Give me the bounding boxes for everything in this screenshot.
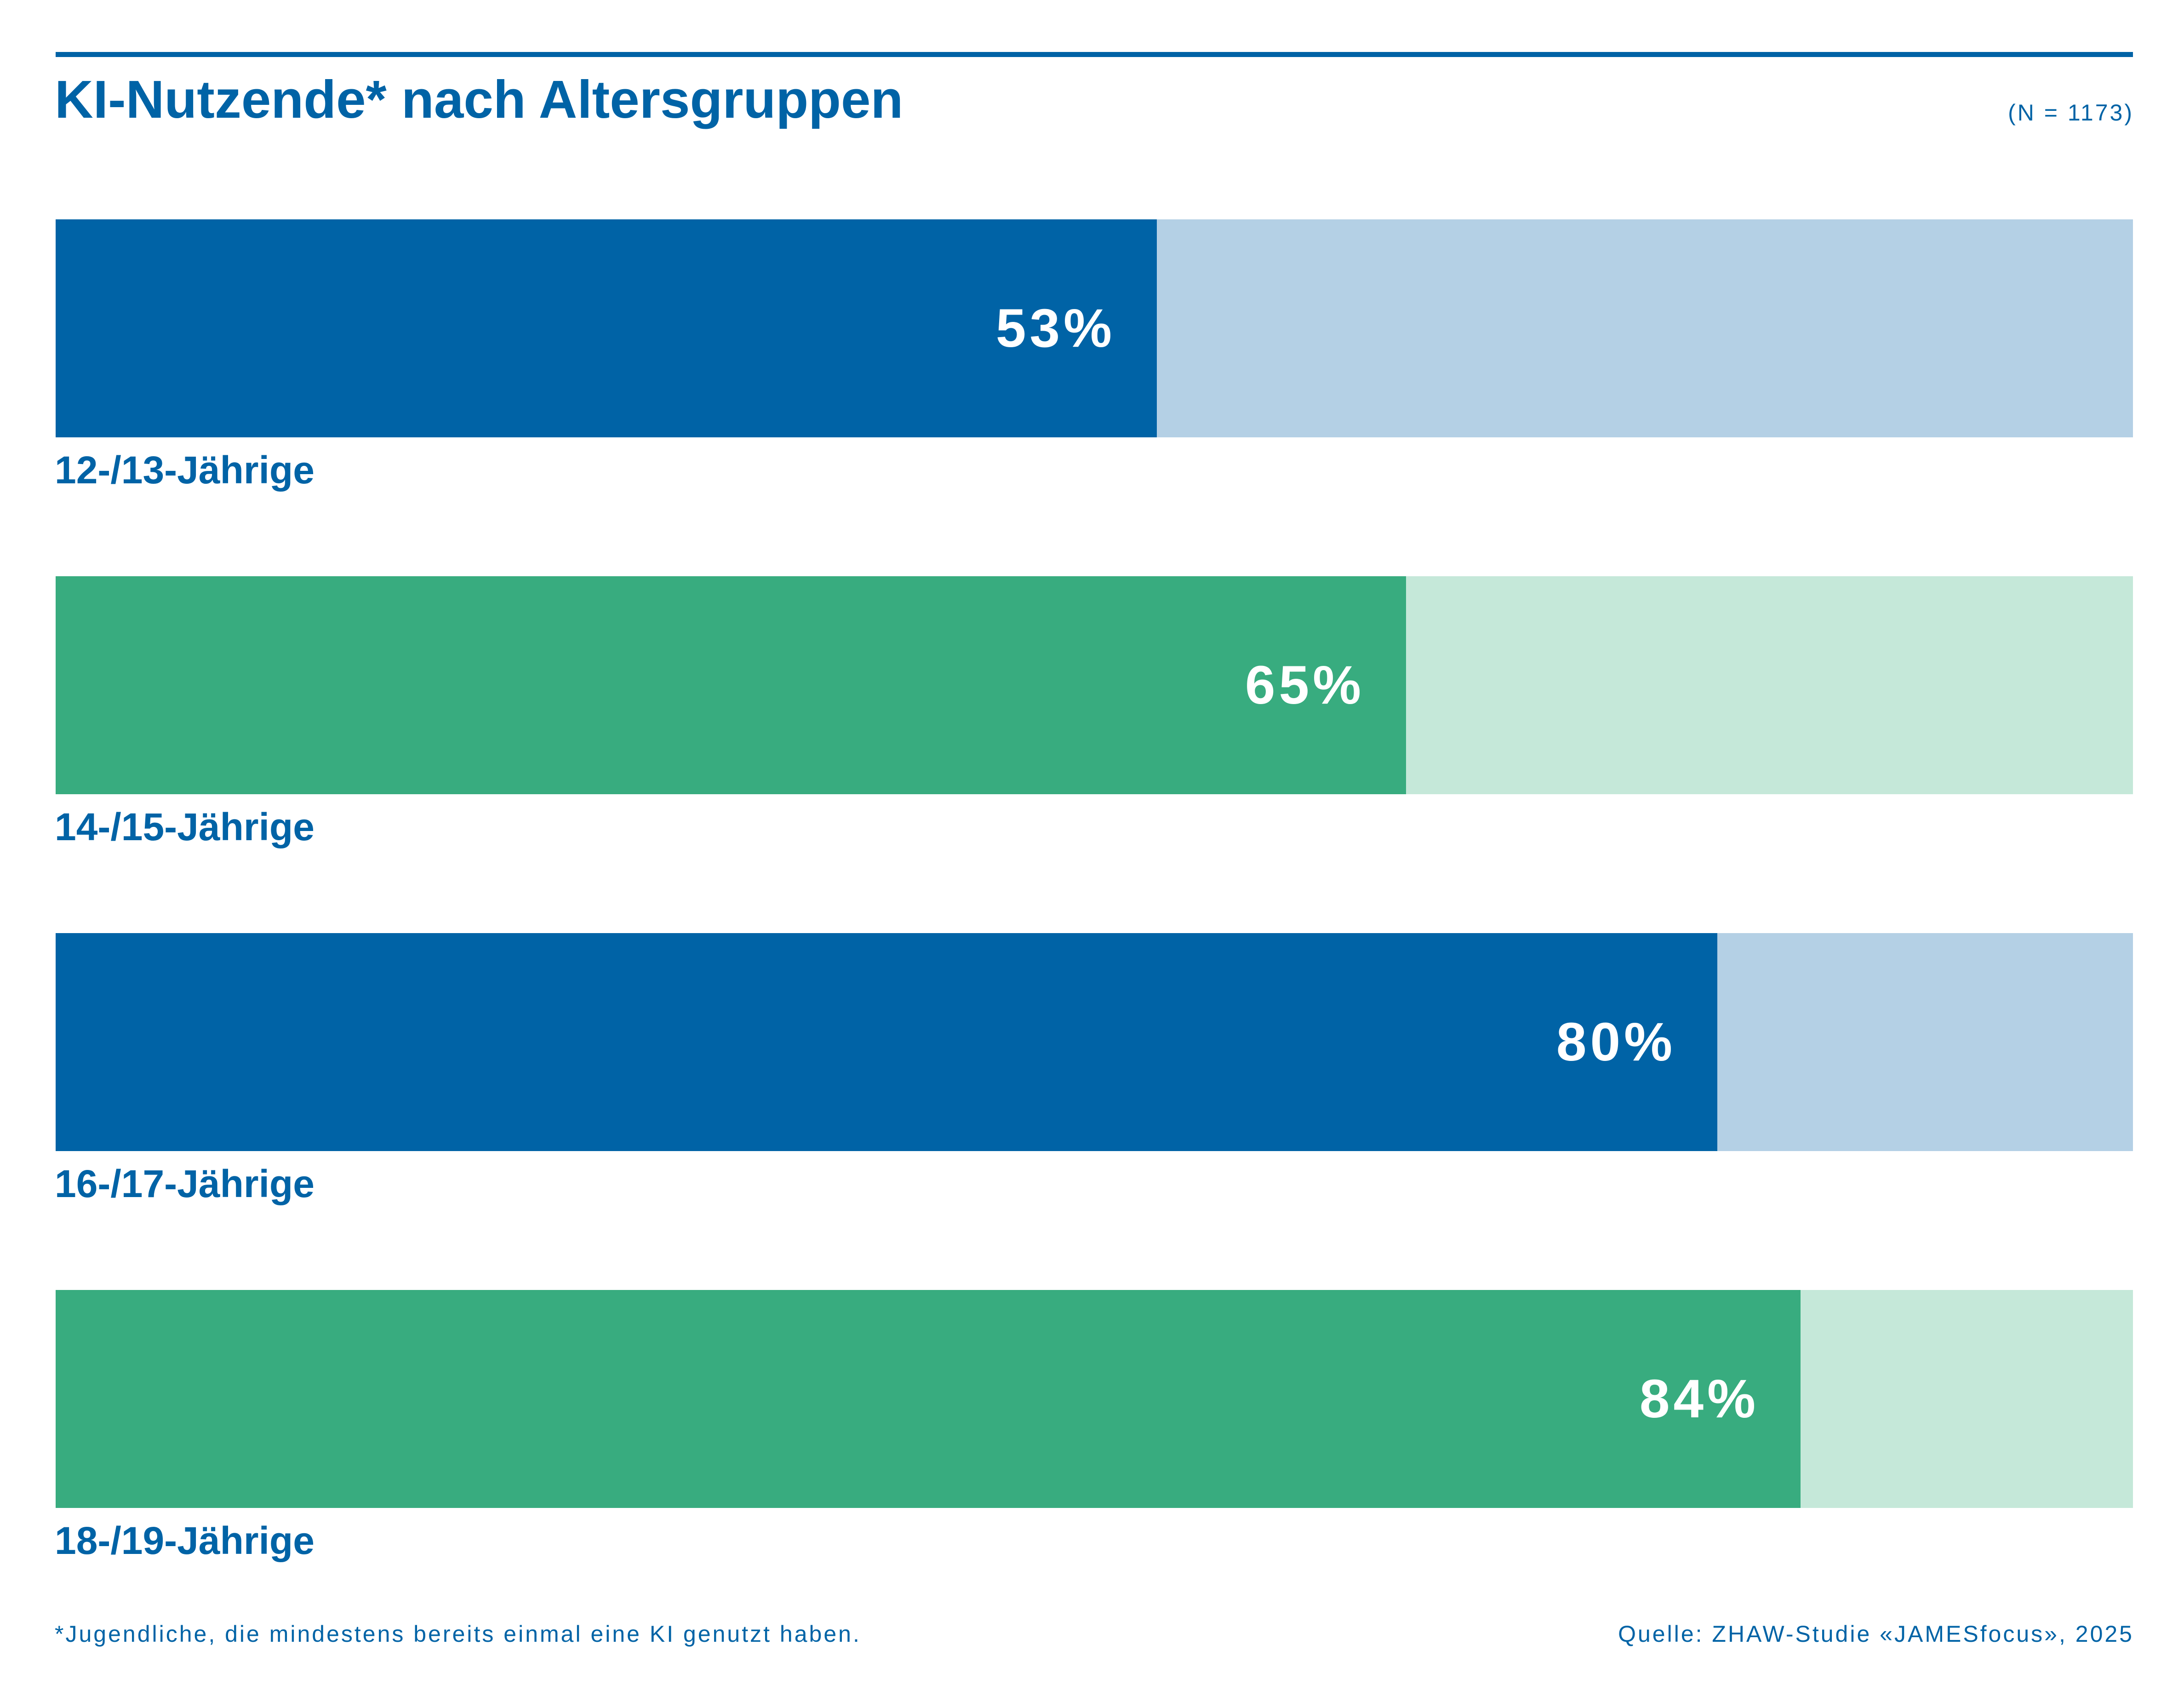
bar-value-label-4: 84% — [1639, 1369, 1759, 1429]
top-rule — [56, 52, 2133, 57]
source-note: Quelle: ZHAW-Studie «JAMESfocus», 2025 — [1618, 1621, 2134, 1647]
category-label-4: 18-/19-Jährige — [55, 1519, 314, 1562]
bar-3 — [56, 933, 1717, 1151]
bar-4 — [56, 1290, 1801, 1508]
footnote: *Jugendliche, die mindestens bereits ein… — [55, 1621, 861, 1647]
bar-track-3: 80% — [56, 933, 2133, 1151]
bar-value-label-1: 53% — [995, 298, 1115, 359]
bar-track-4: 84% — [56, 1290, 2133, 1508]
bar-track-2: 65% — [56, 576, 2133, 794]
sample-size-note: (N = 1173) — [2008, 100, 2134, 126]
bar-value-label-2: 65% — [1245, 655, 1365, 716]
bar-2 — [56, 576, 1406, 794]
bar-track-1: 53% — [56, 219, 2133, 437]
bar-1 — [56, 219, 1157, 437]
chart-title: KI-Nutzende* nach Altersgruppen — [55, 69, 903, 129]
category-label-3: 16-/17-Jährige — [55, 1162, 314, 1205]
bar-value-label-3: 80% — [1556, 1012, 1676, 1072]
category-label-2: 14-/15-Jährige — [55, 805, 314, 848]
category-label-1: 12-/13-Jährige — [55, 448, 314, 492]
